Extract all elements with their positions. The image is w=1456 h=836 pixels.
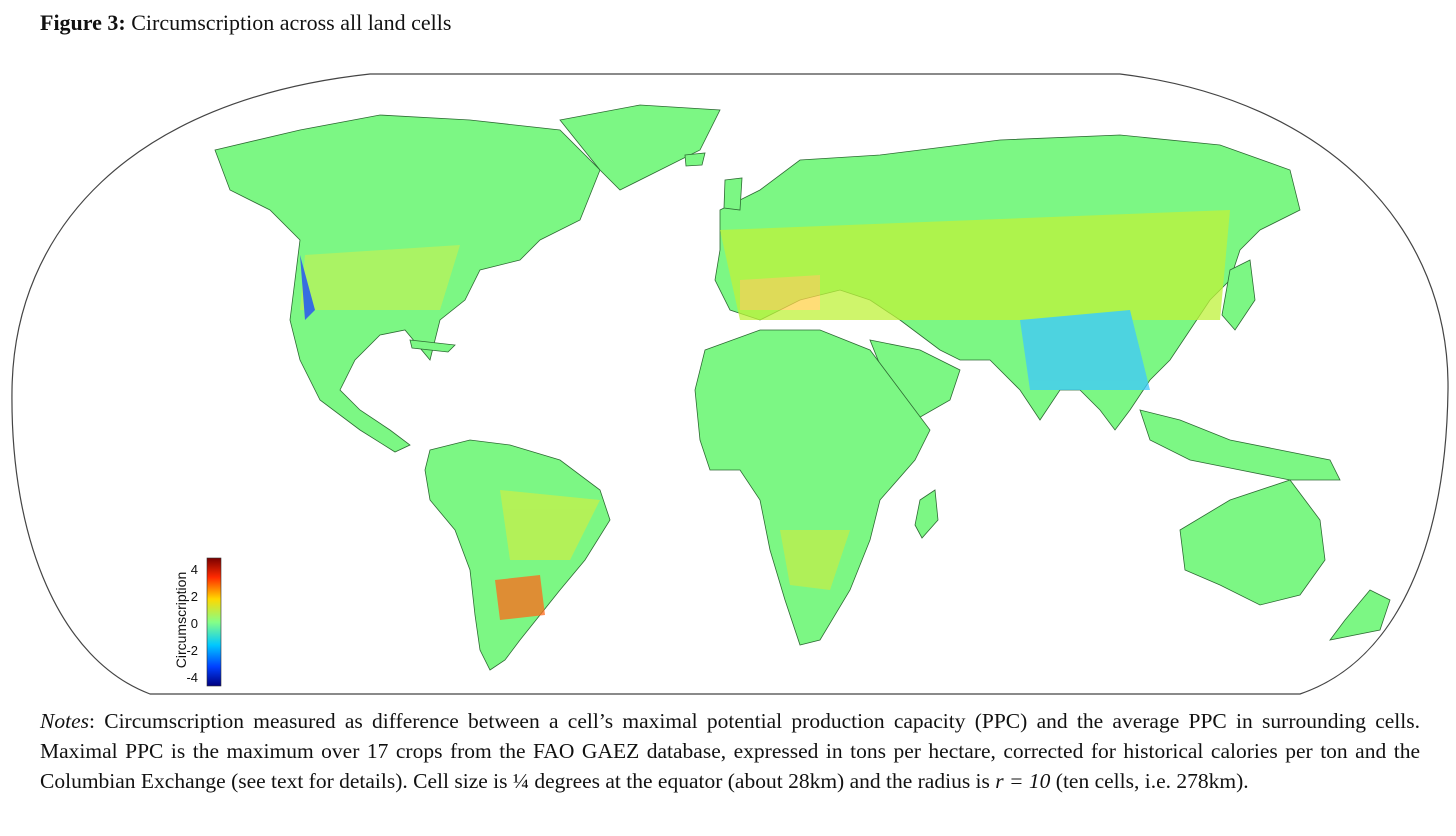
- colorbar-tick-4: 4: [191, 562, 198, 577]
- colorbar-tick-neg4: -4: [186, 670, 198, 685]
- japan: [1221, 259, 1256, 331]
- map-svg: 4 2 0 -2 -4 Circumscription: [11, 73, 1449, 695]
- colorbar-tick-0: 0: [191, 616, 198, 631]
- colorbar-title: Circumscription: [173, 572, 189, 668]
- new-zealand: [1329, 589, 1391, 641]
- africa: [694, 329, 931, 646]
- figure-notes: Notes: Circumscription measured as diffe…: [40, 706, 1420, 796]
- notes-lead: Notes: [40, 709, 89, 733]
- uk: [723, 177, 743, 211]
- colorbar-tick-2: 2: [191, 589, 198, 604]
- cuba: [409, 339, 456, 353]
- colorbar: 4 2 0 -2 -4 Circumscription: [173, 557, 222, 687]
- world-map: 4 2 0 -2 -4 Circumscription: [0, 60, 1456, 704]
- notes-text: : Circumscription measured as difference…: [40, 709, 1420, 793]
- madagascar: [914, 489, 939, 539]
- greenland: [559, 104, 721, 191]
- iceland: [684, 152, 706, 167]
- figure-caption: Circumscription across all land cells: [131, 10, 452, 35]
- colorbar-tick-neg2: -2: [186, 643, 198, 658]
- figure-title: Figure 3: Circumscription across all lan…: [40, 10, 451, 36]
- notes-tail: (ten cells, i.e. 278km).: [1050, 769, 1249, 793]
- notes-formula: r = 10: [995, 769, 1051, 793]
- australia: [1179, 479, 1326, 606]
- southeast-asia: [1139, 409, 1341, 481]
- figure-label: Figure 3:: [40, 10, 126, 35]
